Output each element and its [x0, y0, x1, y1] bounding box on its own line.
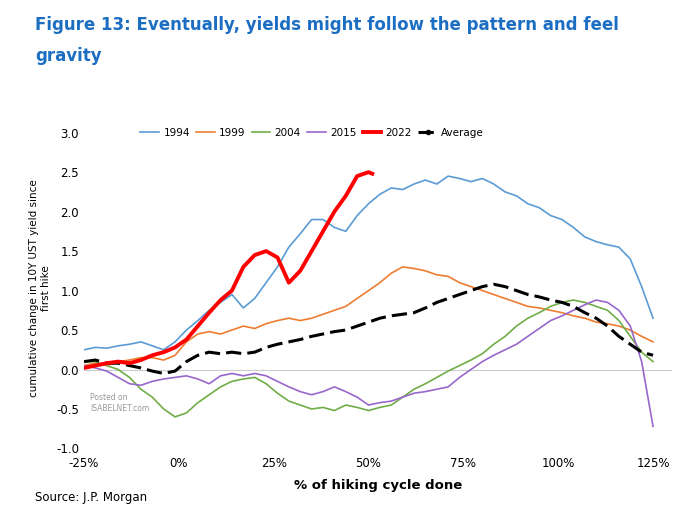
X-axis label: % of hiking cycle done: % of hiking cycle done: [294, 478, 462, 491]
Text: gravity: gravity: [35, 47, 101, 65]
Y-axis label: cumulative change in 10Y UST yield since
first hike: cumulative change in 10Y UST yield since…: [29, 180, 50, 397]
Text: Source: J.P. Morgan: Source: J.P. Morgan: [35, 491, 147, 504]
Legend: 1994, 1999, 2004, 2015, 2022, Average: 1994, 1999, 2004, 2015, 2022, Average: [136, 123, 488, 142]
Text: Figure 13: Eventually, yields might follow the pattern and feel: Figure 13: Eventually, yields might foll…: [35, 16, 619, 34]
Text: Posted on
ISABELNET.com: Posted on ISABELNET.com: [90, 394, 149, 413]
